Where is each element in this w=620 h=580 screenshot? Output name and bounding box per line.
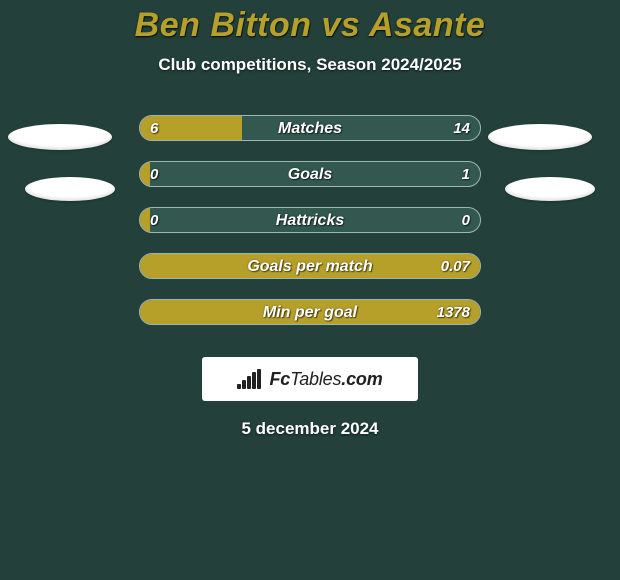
stat-value-left: 0 [150, 162, 158, 187]
stat-bar-track: 0 Goals 1 [139, 161, 481, 187]
stat-row: 0 Goals 1 [0, 161, 620, 207]
stat-row: Goals per match 0.07 [0, 253, 620, 299]
stat-value-left: 0 [150, 208, 158, 233]
stat-bar-fill [140, 208, 150, 232]
logo-bars-icon [237, 369, 263, 389]
stat-label: Matches [278, 116, 342, 141]
snapshot-date: 5 december 2024 [0, 419, 620, 439]
stat-bar-track: 0 Hattricks 0 [139, 207, 481, 233]
logo-text-c: .com [341, 369, 382, 389]
logo-text-b: Tables [290, 369, 341, 389]
fctables-logo: FcTables.com [202, 357, 418, 401]
logo-text: FcTables.com [269, 369, 382, 390]
stat-label: Min per goal [263, 300, 357, 325]
stat-bar-fill [140, 162, 150, 186]
stat-value-right: 1378 [437, 300, 470, 325]
page-title: Ben Bitton vs Asante [0, 6, 620, 45]
stat-label: Goals per match [247, 254, 372, 279]
stat-value-right: 1 [462, 162, 470, 187]
stat-value-right: 14 [453, 116, 470, 141]
stat-label: Goals [288, 162, 332, 187]
stat-bar-track: Goals per match 0.07 [139, 253, 481, 279]
content-root: Ben Bitton vs Asante Club competitions, … [0, 0, 620, 439]
stat-value-left: 6 [150, 116, 158, 141]
stat-row: Min per goal 1378 [0, 299, 620, 345]
stat-label: Hattricks [276, 208, 344, 233]
stat-bar-track: 6 Matches 14 [139, 115, 481, 141]
logo-text-a: Fc [269, 369, 290, 389]
page-subtitle: Club competitions, Season 2024/2025 [0, 55, 620, 75]
stat-bar-track: Min per goal 1378 [139, 299, 481, 325]
stat-row: 0 Hattricks 0 [0, 207, 620, 253]
stats-rows: 6 Matches 14 0 Goals 1 0 Hattricks 0 Goals per ma… [0, 115, 620, 345]
stat-value-right: 0.07 [441, 254, 470, 279]
stat-row: 6 Matches 14 [0, 115, 620, 161]
stat-value-right: 0 [462, 208, 470, 233]
